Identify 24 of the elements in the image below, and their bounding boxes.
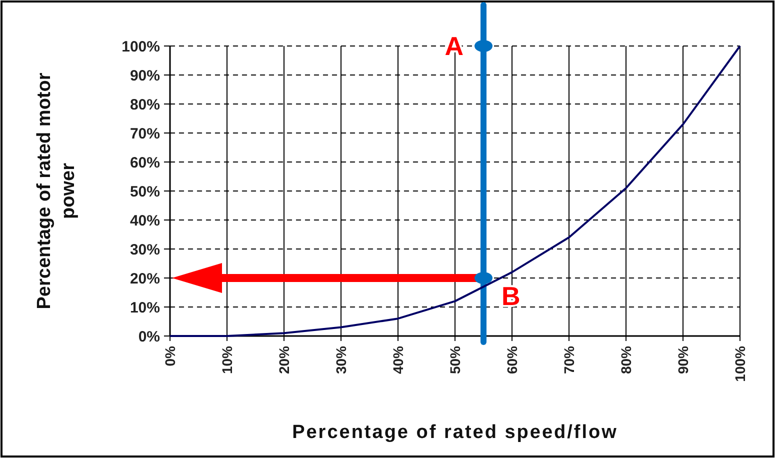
y-tick-label: 50% [130,183,160,200]
y-tick-label: 90% [130,67,160,84]
x-tick-label: 40% [390,345,406,374]
y-tick-label: 80% [130,96,160,114]
y-tick-label: 30% [130,241,160,258]
y-tick-label: 40% [130,212,160,230]
y-axis-title: Percentage of rated motor power [34,72,79,310]
y-tick-label: 0% [138,328,160,346]
y-tick-label: 60% [130,154,160,172]
x-tick-label: 30% [332,345,349,374]
x-tick-label: 60% [504,345,520,374]
y-tick-label: 20% [130,270,160,288]
x-tick-label: 100% [732,345,748,382]
x-tick-label: 80% [618,345,634,374]
x-tick-label: 20% [276,345,292,374]
x-tick-label: 10% [218,345,235,374]
x-tick-label: 90% [674,345,691,374]
x-tick-label: 70% [560,345,577,374]
y-tick-label: 70% [130,125,160,142]
y-tick-label: 100% [122,38,160,56]
x-axis-title: Percentage of rated speed/flow [292,422,618,443]
x-tick-label: 50% [446,345,463,374]
x-tick-label: 0% [162,345,178,366]
y-tick-label: 10% [130,299,160,316]
